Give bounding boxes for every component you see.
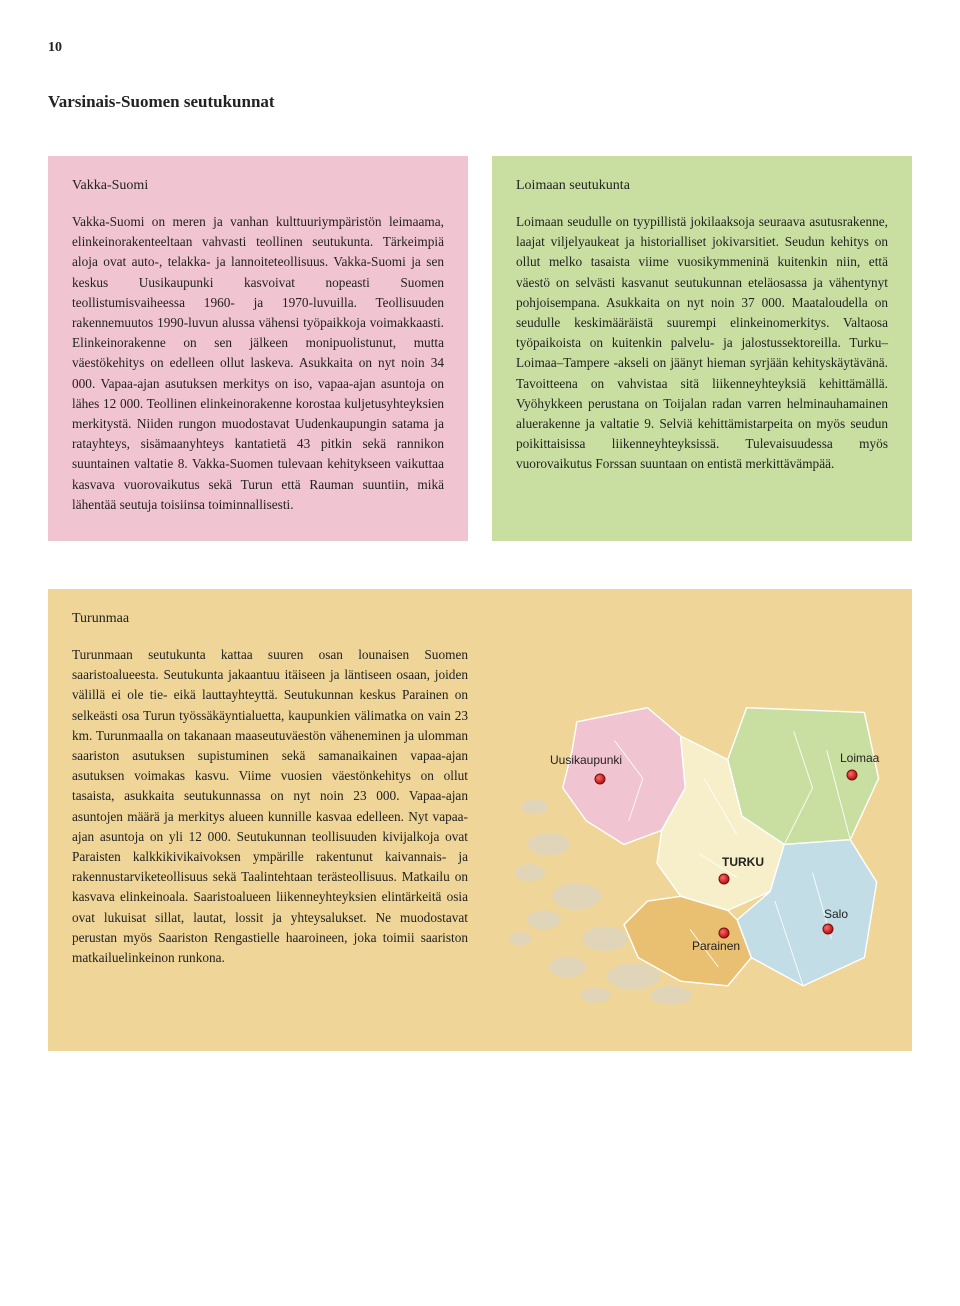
map-svg (492, 645, 888, 1025)
card-body: Vakka-Suomi on meren ja vanhan kulttuuri… (72, 212, 444, 515)
card-body: Loimaan seudulle on tyypillistä jokilaak… (516, 212, 888, 475)
map-marker (719, 874, 730, 885)
map-marker (823, 924, 834, 935)
card-title: Loimaan seutukunta (516, 178, 888, 194)
map-marker (595, 774, 606, 785)
page-number: 10 (48, 40, 912, 56)
top-card-row: Vakka-Suomi Vakka-Suomi on meren ja vanh… (48, 156, 912, 541)
map-label-parainen: Parainen (692, 939, 740, 953)
map-marker (847, 770, 858, 781)
card-loimaa: Loimaan seutukunta Loimaan seudulle on t… (492, 156, 912, 541)
card-vakka-suomi: Vakka-Suomi Vakka-Suomi on meren ja vanh… (48, 156, 468, 541)
card-body: Turunmaan seutukunta kattaa suuren osan … (72, 645, 468, 1025)
map-label-turku: TURKU (722, 855, 764, 869)
map-label-uusikaupunki: Uusikaupunki (550, 753, 622, 767)
map-label-loimaa: Loimaa (840, 751, 879, 765)
card-title: Vakka-Suomi (72, 178, 444, 194)
region-map: Uusikaupunki Loimaa TURKU Parainen Salo (492, 645, 888, 1025)
card-turunmaa: Turunmaa Turunmaan seutukunta kattaa suu… (48, 589, 912, 1051)
card-title: Turunmaa (72, 611, 888, 627)
bottom-row: Turunmaan seutukunta kattaa suuren osan … (72, 645, 888, 1025)
map-label-salo: Salo (824, 907, 848, 921)
map-marker (719, 928, 730, 939)
page-title: Varsinais-Suomen seutukunnat (48, 92, 912, 112)
